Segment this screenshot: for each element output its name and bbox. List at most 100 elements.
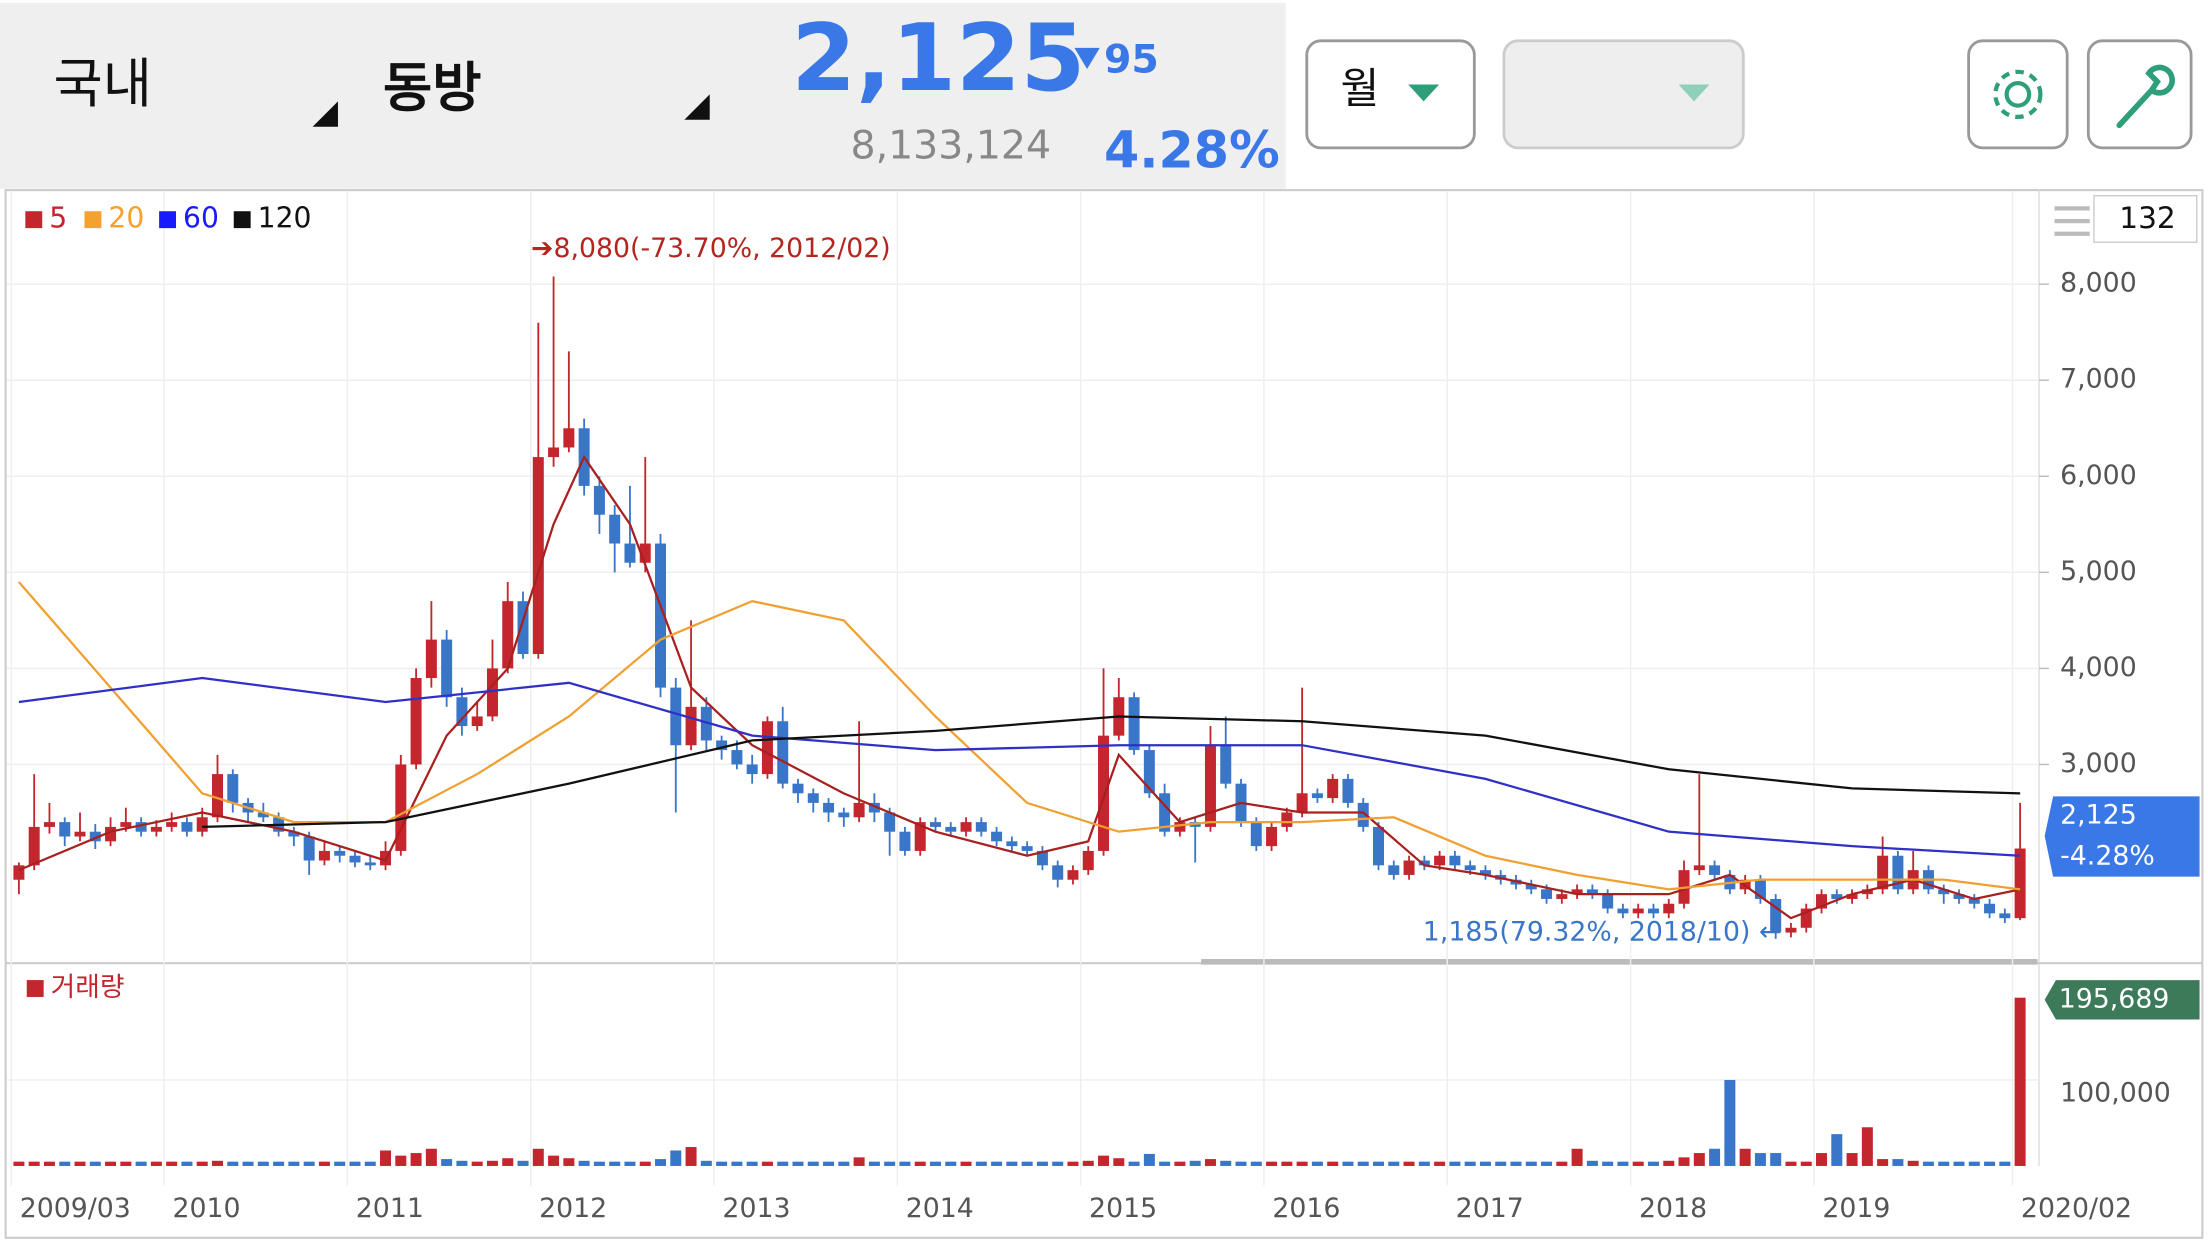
candle-body — [838, 812, 850, 818]
candle-body — [105, 826, 117, 842]
volume-bar — [288, 1161, 300, 1166]
volume-bar — [2014, 997, 2026, 1166]
volume-bar — [945, 1161, 957, 1166]
volume-bar — [1357, 1161, 1369, 1166]
volume-bar — [563, 1158, 575, 1166]
volume-bar — [1021, 1161, 1033, 1166]
stock-selector[interactable]: 동방 — [383, 56, 481, 119]
volume-bar — [471, 1161, 483, 1166]
volume-bar — [1449, 1161, 1461, 1166]
period-dropdown[interactable] — [1305, 39, 1476, 150]
volume-bar — [1525, 1161, 1537, 1166]
volume-bar — [1617, 1161, 1629, 1166]
candle-body — [1861, 889, 1873, 895]
candle-body — [441, 639, 453, 698]
candle-body — [899, 831, 911, 851]
candle-body — [28, 826, 40, 866]
market-selector[interactable]: 국내 — [54, 52, 152, 115]
volume-bar — [884, 1161, 896, 1166]
volume-bar — [517, 1160, 529, 1166]
settings-button[interactable] — [1967, 39, 2069, 150]
y-tick-label: 7,000 — [2060, 364, 2137, 395]
volume-bar — [196, 1161, 208, 1166]
candle-body — [1602, 894, 1614, 909]
volume-bar — [1327, 1161, 1339, 1166]
candle-body — [700, 706, 712, 741]
volume-bar — [395, 1155, 407, 1166]
volume-bar — [1831, 1134, 1843, 1166]
candle-body — [1403, 860, 1415, 875]
candle-body — [1388, 865, 1400, 875]
volume-bar — [425, 1148, 437, 1166]
max-annotation: ➔8,080(-73.70%, 2012/02) — [531, 233, 891, 264]
volume-bar — [777, 1161, 789, 1166]
x-tick-label: 2013 — [722, 1193, 790, 1224]
volume-bar — [334, 1161, 346, 1166]
volume-bar — [639, 1161, 651, 1166]
y-tick-label: 3,000 — [2060, 748, 2137, 779]
candle-body — [1647, 908, 1659, 914]
count-box[interactable] — [2093, 195, 2198, 243]
indicator-dropdown[interactable] — [1502, 39, 1745, 150]
volume-bar — [746, 1161, 758, 1166]
legend-swatch — [25, 211, 43, 229]
current-price: 2,125 — [791, 4, 1085, 112]
legend-swatch — [84, 211, 102, 229]
volume-bar — [1541, 1161, 1553, 1166]
candle-body — [89, 831, 101, 842]
volume-bar — [1052, 1161, 1064, 1166]
volume-bar — [899, 1161, 911, 1166]
candle-body — [929, 822, 941, 827]
volume-legend: 거래량 — [51, 972, 125, 1003]
volume-bar — [349, 1161, 361, 1166]
candle-body — [1632, 908, 1644, 914]
volume-bar — [1036, 1161, 1048, 1166]
x-tick-label: 2020/02 — [2021, 1193, 2132, 1224]
volume-bar — [1235, 1161, 1247, 1166]
legend-swatch — [26, 980, 44, 997]
x-tick-label: 2019 — [1822, 1193, 1890, 1224]
candle-body — [548, 447, 560, 458]
volume-bar — [257, 1161, 269, 1166]
candle-body — [868, 802, 880, 813]
candle-body — [1984, 903, 1996, 914]
volume-bar — [28, 1161, 40, 1166]
volume-bar — [1586, 1160, 1598, 1166]
candle-body — [1006, 841, 1018, 847]
volume-tick-label: 100,000 — [2060, 1078, 2171, 1109]
candle-body — [609, 514, 621, 544]
volume-bar — [1510, 1161, 1522, 1166]
volume-bar — [1418, 1161, 1430, 1166]
candle-body — [1373, 826, 1385, 866]
volume-bar — [242, 1161, 254, 1166]
candle-body — [823, 802, 835, 813]
x-tick-label: 2012 — [539, 1193, 607, 1224]
y-tick-label: 6,000 — [2060, 460, 2137, 491]
volume-bar — [548, 1155, 560, 1166]
candle-body — [639, 543, 651, 563]
tools-button[interactable] — [2086, 39, 2193, 150]
candle-body — [1892, 855, 1904, 890]
volume-bar — [1754, 1153, 1766, 1166]
price-tag-label: 2,125 — [2060, 800, 2137, 831]
candle-body — [1754, 879, 1766, 899]
menu-icon[interactable] — [2054, 206, 2090, 236]
volume-bar — [838, 1161, 850, 1166]
volume-bar — [273, 1161, 285, 1166]
volume-bar — [532, 1148, 544, 1166]
volume-bar — [1296, 1161, 1308, 1166]
candle-body — [1342, 778, 1354, 803]
dropdown-corner — [312, 101, 338, 127]
candle-body — [746, 764, 758, 775]
volume-bar — [1663, 1160, 1675, 1166]
legend-label: 5 — [49, 202, 67, 235]
volume-bar — [43, 1161, 55, 1166]
volume-bar — [807, 1161, 819, 1166]
candle-body — [1052, 865, 1064, 880]
candle-body — [2014, 848, 2026, 919]
volume-bar — [685, 1147, 697, 1166]
volume-bar — [1602, 1161, 1614, 1166]
candle-body — [257, 812, 269, 818]
moving-average-line — [18, 454, 2021, 920]
candle-body — [1953, 894, 1965, 899]
